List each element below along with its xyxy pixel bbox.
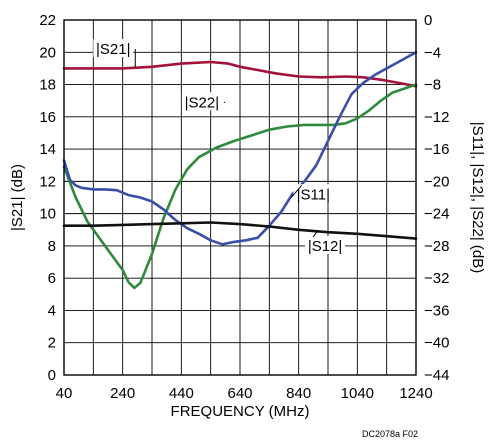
y-tick-label-left: 2	[48, 335, 56, 352]
y-tick-label-right: −12	[424, 109, 449, 126]
x-tick-label: 640	[227, 385, 252, 402]
y-tick-label-left: 18	[39, 77, 56, 94]
plot-frame	[63, 19, 417, 376]
y-tick-label-left: 10	[39, 206, 56, 223]
x-tick-label: 840	[286, 385, 311, 402]
y-tick-label-left: 12	[39, 173, 56, 190]
annotation-label-s21: |S21|	[96, 41, 130, 58]
x-tick-label: 440	[169, 385, 194, 402]
y-tick-label-right: −36	[424, 302, 449, 319]
annotations: |S21| |S22| |S11| |S12|	[93, 39, 346, 255]
series-layer	[62, 50, 418, 290]
y-tick-label-right: −8	[424, 77, 441, 94]
grid	[63, 19, 417, 376]
annotation-label-s12: |S12|	[308, 238, 342, 255]
y-tick-label-right: −4	[424, 44, 441, 61]
annotation-background	[93, 39, 134, 58]
annotation-background	[305, 235, 346, 254]
x-axis-label: FREQUENCY (MHz)	[171, 403, 310, 420]
annotation-leader-line	[290, 185, 302, 198]
y-tick-label-right: −32	[424, 270, 449, 287]
series-line-s22	[62, 83, 418, 290]
y-axis-label-left: |S21| (dB)	[9, 164, 26, 231]
annotation-leader-line	[312, 230, 319, 238]
y-axis-label-right: |S11|, |S12|, |S22| (dB)	[469, 122, 486, 274]
annotation-background	[293, 184, 334, 203]
y-tick-label-right: −40	[424, 335, 449, 352]
y-tick-label-left: 6	[48, 270, 56, 287]
x-tick-label: 40	[56, 385, 73, 402]
y-tick-label-right: 0	[424, 12, 432, 29]
y-tick-label-right: −24	[424, 206, 449, 223]
x-tick-label: 1040	[341, 385, 374, 402]
y-tick-label-left: 8	[48, 238, 56, 255]
annotation-label-s11: |S11|	[297, 186, 330, 203]
series-line-s11	[62, 50, 418, 246]
figure-id: DC2078a F02	[362, 429, 418, 439]
y-tick-label-right: −16	[424, 141, 449, 158]
y-tick-label-right: −28	[424, 238, 449, 255]
series-line-s12	[62, 221, 418, 240]
y-tick-label-right: −20	[424, 173, 449, 190]
tick-labels: 40 240 440 640 840 1040 1240 0 2 4 6 8 10 12 14 16 18 20 2…	[39, 12, 449, 402]
y-tick-label-left: 22	[39, 12, 56, 29]
y-tick-label-left: 0	[48, 367, 56, 384]
y-tick-label-left: 20	[39, 44, 56, 61]
y-tick-label-left: 4	[48, 302, 56, 319]
x-tick-label: 1240	[399, 385, 432, 402]
y-tick-label-left: 16	[39, 109, 56, 126]
annotation-background	[181, 92, 222, 111]
y-tick-label-left: 14	[39, 141, 56, 158]
y-tick-label-right: −44	[424, 367, 449, 384]
x-tick-label: 240	[110, 385, 135, 402]
annotation-label-s22: |S22|	[185, 94, 219, 111]
